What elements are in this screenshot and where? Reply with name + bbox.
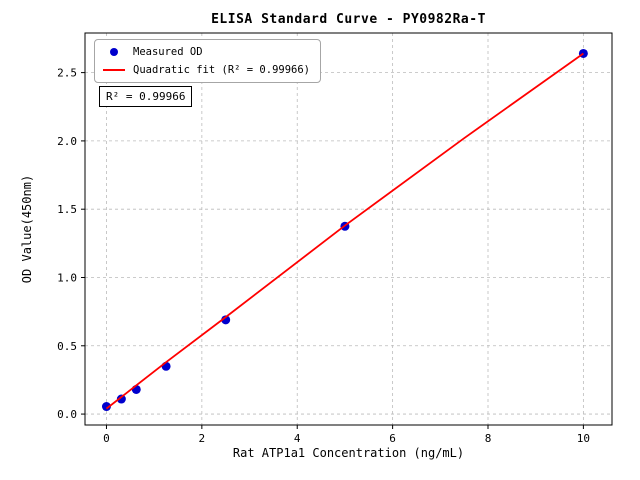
x-axis-label: Rat ATP1a1 Concentration (ng/mL) — [232, 446, 465, 460]
measured-od-point — [221, 315, 231, 325]
y-tick-label: 1.0 — [57, 271, 77, 284]
measured-od-point — [101, 402, 111, 412]
measured-od-point — [116, 394, 126, 404]
x-tick-label: 2 — [199, 432, 206, 445]
measured-od-marker-icon — [110, 48, 118, 56]
x-tick-label: 4 — [294, 432, 301, 445]
legend-entry-measured-od: Measured OD — [103, 45, 310, 59]
x-tick-label: 0 — [103, 432, 110, 445]
quadratic-fit-line — [105, 52, 584, 410]
chart-title: ELISA Standard Curve - PY0982Ra-T — [211, 12, 486, 27]
x-tick-label: 6 — [389, 432, 396, 445]
y-tick-label: 1.5 — [57, 203, 77, 216]
y-tick-label: 2.0 — [57, 135, 77, 148]
y-tick-label: 0.5 — [57, 340, 77, 353]
x-tick-label: 10 — [577, 432, 590, 445]
fit-line-marker-icon — [103, 69, 125, 71]
legend-label-measured-od: Measured OD — [133, 46, 203, 58]
y-tick-label: 2.5 — [57, 67, 77, 80]
y-axis-label: OD Value(450nm) — [20, 174, 34, 284]
x-tick-label: 8 — [485, 432, 492, 445]
legend-handle — [103, 48, 125, 56]
plot-frame — [84, 32, 613, 426]
legend-label-quadratic-fit: Quadratic fit (R² = 0.99966) — [133, 64, 311, 76]
legend: Measured OD Quadratic fit (R² = 0.99966) — [94, 39, 322, 83]
r-squared-annotation: R² = 0.99966 — [99, 86, 193, 107]
y-tick-label: 0.0 — [57, 408, 77, 421]
legend-handle — [103, 69, 125, 71]
legend-entry-quadratic-fit: Quadratic fit (R² = 0.99966) — [103, 63, 310, 77]
